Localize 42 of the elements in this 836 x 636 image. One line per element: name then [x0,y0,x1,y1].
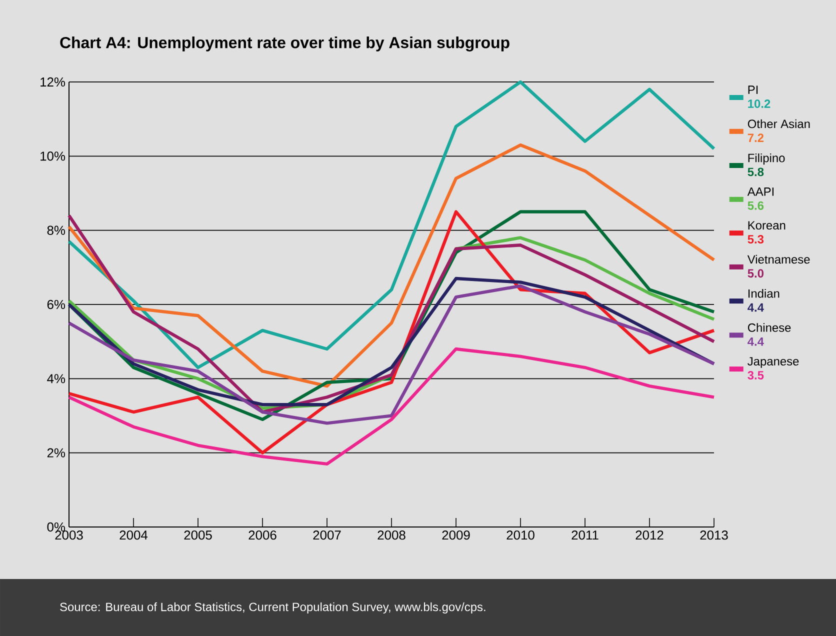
x-tick-label: 2006 [248,530,276,540]
legend-label: Japanese [748,357,799,368]
x-tick-label: 2003 [55,530,83,540]
legend-label: Other Asian [748,119,810,128]
x-tick-label: 2011 [572,530,598,540]
text: 3.5 [748,371,764,380]
line-series [67,143,716,388]
x-tick-label: 2004 [120,530,148,540]
legend-label: Indian [748,289,780,298]
chart-title: Chart A4: Unemployment rate over time by Asian subgroup [60,36,510,52]
text: 10.2 [748,100,770,108]
legend-label: PI [748,86,758,94]
y-tick-label: 12% [40,77,66,87]
x-tick-label: 2013 [700,530,728,540]
text: 5.6 [748,201,764,210]
legend-label: Vietnamese [747,254,810,264]
legend-label: Chinese [748,323,791,332]
x-tick-label: 2010 [506,530,534,540]
x-tick-label: 2007 [313,530,341,540]
source-note: Source: Bureau of Labor Statistics, Current Population Survey, www.bls.gov/cps. [60,602,486,614]
x-tick-label: 2008 [378,530,406,540]
x-tick-label: 2009 [442,530,470,540]
text: 4.4 [748,337,764,346]
text: 4.4 [748,303,764,312]
text: 7.2 [748,134,764,142]
legend-label: Korean [748,221,786,230]
y-tick-label: 4% [47,374,66,384]
legend-label: Filipino [748,153,785,165]
y-tick-label: 10% [40,152,66,161]
legend-label: AAPI [747,188,774,196]
y-tick-label: 0% [47,522,66,532]
y-tick-label: 2% [47,448,66,458]
y-tick-label: 8% [47,226,66,235]
line-series [67,347,716,466]
x-tick-label: 2012 [636,530,664,540]
line-series [67,284,716,425]
text: 5.3 [748,235,764,244]
line-series [67,80,716,370]
text: 5.8 [748,168,764,176]
y-tick-label: 6% [47,300,66,310]
text: 5.0 [748,269,764,278]
x-tick-label: 2005 [184,530,212,540]
